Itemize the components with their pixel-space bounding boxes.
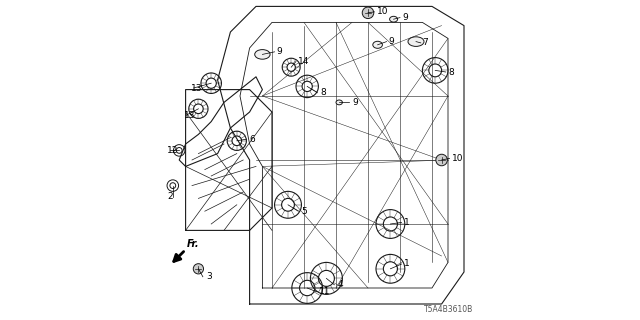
- Text: 14: 14: [298, 57, 310, 66]
- Ellipse shape: [255, 50, 270, 59]
- Text: Fr.: Fr.: [187, 239, 199, 249]
- Text: 8: 8: [320, 88, 326, 97]
- Circle shape: [362, 7, 374, 19]
- Text: T5A4B3610B: T5A4B3610B: [424, 305, 474, 314]
- Ellipse shape: [336, 100, 342, 105]
- Text: 1: 1: [404, 260, 410, 268]
- Text: 6: 6: [250, 135, 255, 144]
- Text: 3: 3: [206, 272, 212, 281]
- Text: 9: 9: [352, 98, 358, 107]
- Circle shape: [436, 154, 447, 166]
- Text: 9: 9: [403, 13, 408, 22]
- Text: 10: 10: [452, 154, 463, 163]
- Text: 11: 11: [319, 287, 331, 296]
- Ellipse shape: [408, 37, 424, 46]
- Text: 13: 13: [191, 84, 203, 92]
- Text: 1: 1: [404, 218, 410, 227]
- Text: 12: 12: [167, 146, 179, 155]
- Text: 9: 9: [277, 47, 282, 56]
- Text: 8: 8: [448, 68, 454, 76]
- Circle shape: [193, 264, 204, 274]
- Text: 9: 9: [388, 37, 394, 46]
- Text: 2: 2: [168, 192, 173, 201]
- Text: 7: 7: [422, 38, 428, 47]
- Text: 4: 4: [338, 280, 343, 289]
- Ellipse shape: [390, 16, 397, 22]
- Text: 13: 13: [184, 111, 195, 120]
- Text: 5: 5: [301, 207, 307, 216]
- Text: 10: 10: [376, 7, 388, 16]
- Ellipse shape: [372, 41, 383, 48]
